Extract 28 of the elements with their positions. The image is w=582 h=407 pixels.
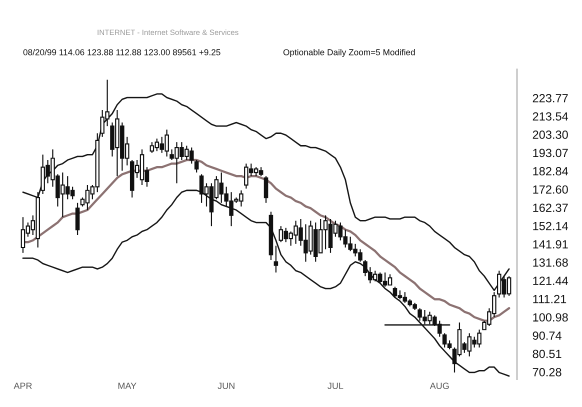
y-tick-label: 213.54 [532,112,568,121]
candlestick [264,176,268,204]
text: Optionable Daily Zoom=5 Modified [283,48,415,58]
x-tick-label: AUG [430,382,449,390]
y-tick-label: 131.68 [533,258,568,267]
y-tick-label: 80.51 [532,350,562,358]
candlestick [75,202,80,236]
y-tick-label: 121.44 [533,276,568,285]
x-tick-label: JUN [218,382,234,390]
y-tick-label: 162.37 [533,204,568,212]
y-tick-label: 203.30 [532,130,568,139]
chart-subtitle: 08/20/99 114.06 123.88 112.88 123.00 89561 +9.25 [23,48,220,56]
y-tick-label: 193.07 [533,148,568,158]
y-tick-label: 100.98 [533,313,568,322]
y-tick-label: 182.84 [533,167,568,176]
x-tick-label: APR [14,382,32,389]
y-tick-label: 90.74 [532,331,562,340]
x-tick-label: JUL [328,382,344,390]
y-tick-label: 172.60 [533,185,568,194]
y-tick-label: 111.21 [533,294,566,304]
candlestick [268,211,274,261]
candlestick [194,159,199,174]
y-tick-label: 70.28 [532,368,562,376]
x-tick-label: MAY [118,382,136,389]
y-tick-label: 223.77 [532,94,568,102]
y-tick-label: 152.14 [533,222,568,230]
candlestick [274,245,278,274]
y-tick-label: 141.91 [533,240,568,248]
